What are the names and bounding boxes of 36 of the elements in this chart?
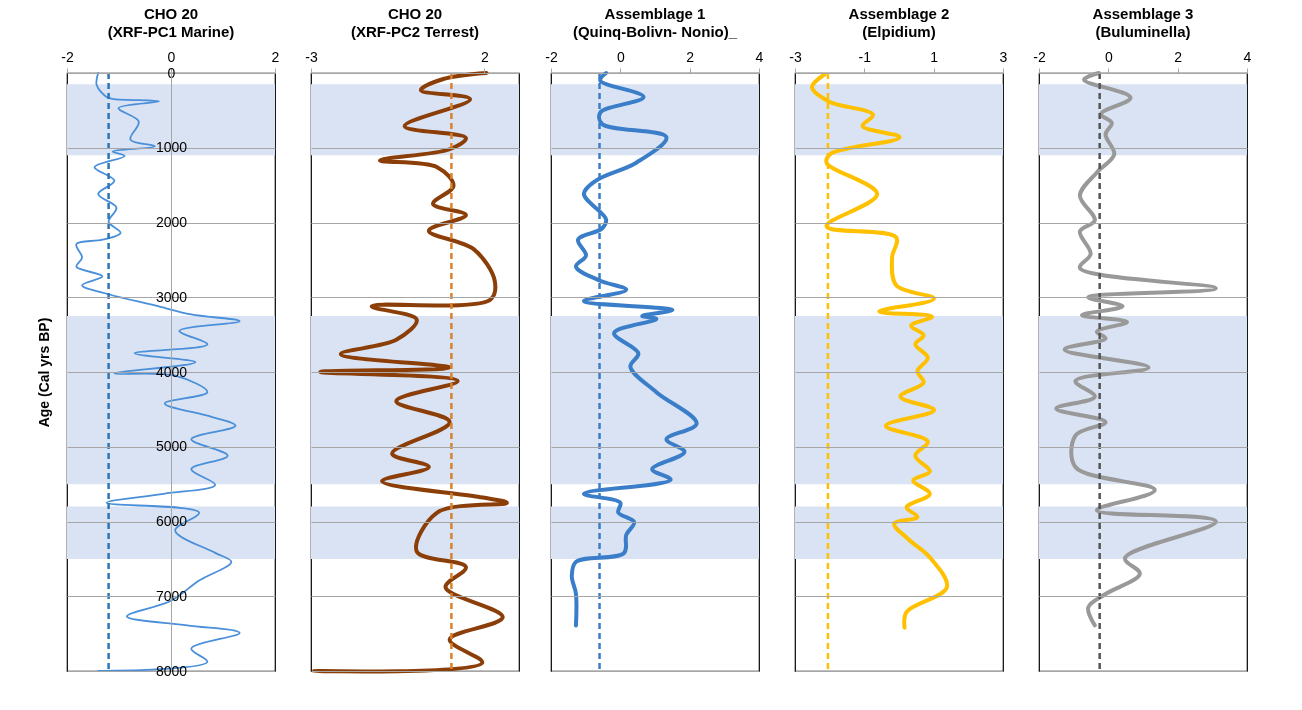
chart-subtitle: (Elpidium) — [862, 23, 936, 40]
chart-title: Assemblage 1 — [604, 5, 706, 22]
chart-title: CHO 20 — [387, 5, 443, 22]
chart-subtitle: (XRF-PC1 Marine) — [107, 23, 235, 40]
y-tick-label: 1000 — [155, 139, 188, 156]
x-tick-label: -2 — [61, 48, 74, 65]
y-tick-label: 0 — [167, 64, 176, 81]
y-tick-label: 3000 — [155, 288, 188, 305]
x-tick-label: -2 — [545, 48, 558, 65]
y-tick-label: 2000 — [155, 214, 188, 230]
y-tick-label: 7000 — [155, 587, 188, 604]
chart-subtitle: (Quinq-Bolivn- Nonio)_ — [572, 23, 738, 40]
x-tick-label: 1 — [930, 48, 939, 65]
x-tick-label: 4 — [755, 48, 764, 65]
x-tick-label: 2 — [1174, 48, 1183, 65]
chart-subtitle: (XRF-PC2 Terrest) — [350, 23, 480, 40]
x-tick-label: 4 — [1243, 48, 1252, 65]
x-tick-label: -1 — [858, 48, 872, 65]
chart-title: Assemblage 3 — [1092, 5, 1194, 22]
y-tick-label: 4000 — [155, 363, 188, 380]
x-tick-label: 2 — [271, 48, 280, 65]
y-tick-label: 6000 — [155, 513, 188, 529]
chart-title: CHO 20 — [143, 5, 199, 22]
x-tick-label: 0 — [1104, 48, 1113, 65]
chart-subtitle: (Buluminella) — [1095, 23, 1191, 40]
x-tick-label: -2 — [1033, 48, 1046, 65]
x-tick-label: 3 — [999, 48, 1008, 65]
x-tick-label: -3 — [789, 48, 802, 65]
x-tick-label: 2 — [686, 48, 695, 65]
y-tick-label: 8000 — [155, 662, 188, 679]
x-tick-label: -3 — [305, 48, 318, 65]
y-tick-label: 5000 — [155, 438, 188, 455]
x-tick-label: 2 — [480, 48, 489, 65]
y-axis-title: Age (Cal yrs BP) — [35, 317, 52, 428]
chart-title: Assemblage 2 — [848, 5, 950, 22]
x-tick-label: 0 — [616, 48, 625, 65]
